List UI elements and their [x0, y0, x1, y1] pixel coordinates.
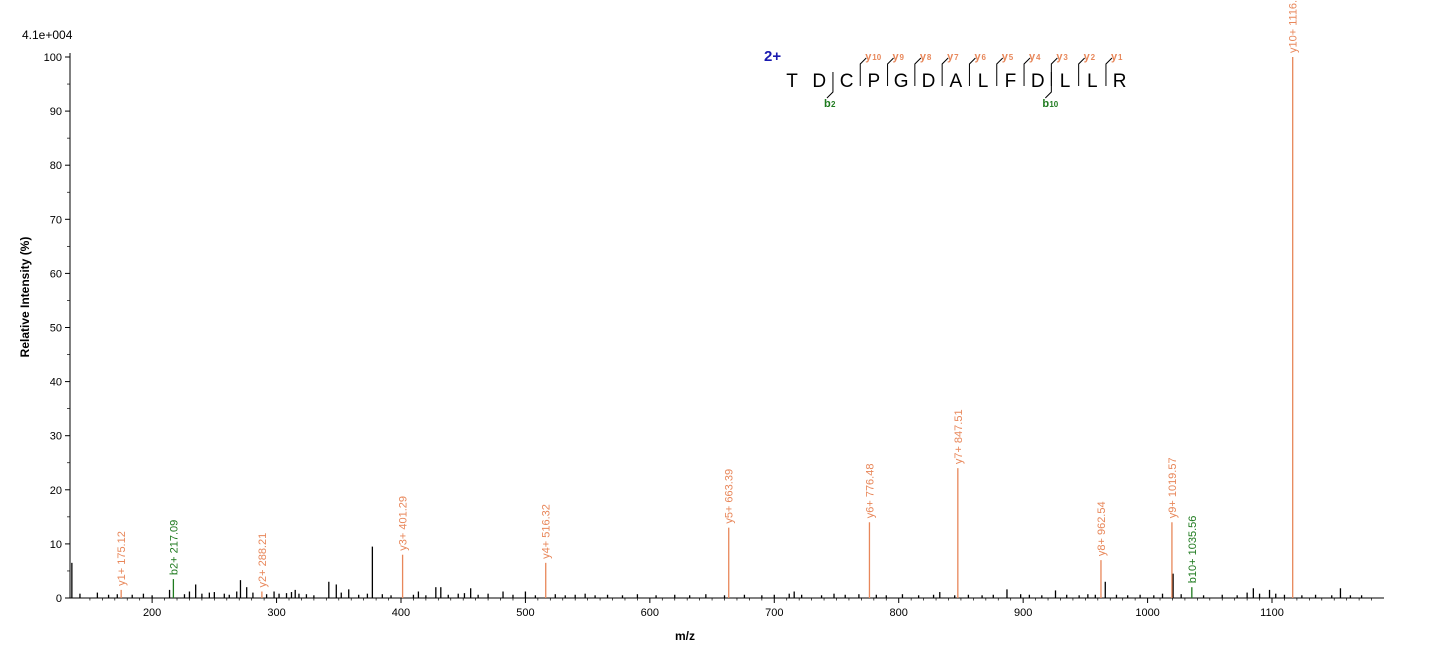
- y-tick-label: 50: [50, 323, 62, 335]
- y-ion-marker-number: 7: [954, 53, 959, 62]
- y-ion-marker-letter: y: [947, 51, 954, 63]
- y-ion-marker-number: 1: [1118, 53, 1123, 62]
- b-ion-bracket: [1044, 72, 1052, 99]
- y-ion-peak-label: y2+ 288.21: [257, 533, 269, 588]
- y-ion-bracket: [914, 57, 922, 86]
- y-ion-marker-number: 8: [927, 53, 932, 62]
- x-tick-label: 200: [143, 607, 161, 619]
- y-ion-marker-number: 2: [1091, 53, 1096, 62]
- sequence-residue: R: [1113, 71, 1127, 92]
- x-tick-label: 900: [1014, 607, 1032, 619]
- sequence-residue: D: [812, 71, 826, 92]
- b-ion-marker-number: 2: [831, 100, 836, 109]
- sequence-residue: P: [868, 71, 881, 92]
- y-ion-marker-number: 4: [1036, 53, 1041, 62]
- peak-labels: y1+ 175.12 b2+ 217.09 y2+ 288.21 y3+ 401.29…: [116, 0, 1300, 588]
- y-ion-peak-label: y7+ 847.51: [953, 409, 965, 464]
- y-ion-peak-label: y10+ 1116.62: [1288, 0, 1300, 53]
- b-ion-peak-label: b10+ 1035.56: [1187, 516, 1199, 584]
- sequence-residue: F: [1005, 71, 1017, 92]
- y-ion-marker-letter: y: [1056, 51, 1063, 63]
- sequence-residue: A: [949, 71, 962, 92]
- y-ion-bracket: [887, 57, 894, 86]
- sequence-residue: D: [1031, 71, 1045, 92]
- y-tick-label: 40: [50, 377, 62, 389]
- sequence-residue: L: [1060, 71, 1071, 92]
- x-tick-label: 700: [765, 607, 783, 619]
- sequence-residue: L: [1087, 71, 1098, 92]
- y-ion-marker-number: 3: [1063, 53, 1068, 62]
- y-ion-marker-number: 9: [900, 53, 905, 62]
- y-ion-bracket: [968, 57, 976, 86]
- intensity-scale-label: 4.1e+004: [22, 28, 73, 42]
- sequence-annotation: 2+ T D C P G D A L F D L L Ry 10 y 9 y 8 y 7 y 6 y 5 y 4 y 3 y 2 y 1b 2 b…: [764, 48, 1126, 110]
- x-tick-label: 1000: [1135, 607, 1159, 619]
- b-ion-marker-letter: b: [1042, 98, 1049, 110]
- charge-state-label: 2+: [764, 48, 781, 65]
- x-tick-label: 800: [890, 607, 908, 619]
- y-ion-marker-letter: y: [1002, 51, 1009, 63]
- y-tick-label: 10: [50, 539, 62, 551]
- x-tick-label: 300: [267, 607, 285, 619]
- y-tick-label: 100: [44, 52, 62, 64]
- y-ion-marker-letter: y: [893, 51, 900, 63]
- y-tick-label: 80: [50, 160, 62, 172]
- y-ion-marker-letter: y: [865, 51, 872, 63]
- y-tick-label: 20: [50, 485, 62, 497]
- y-tick-label: 30: [50, 431, 62, 443]
- x-tick-label: 600: [641, 607, 659, 619]
- y-ion-peak-label: y3+ 401.29: [398, 496, 410, 551]
- y-tick-label: 0: [56, 593, 62, 605]
- y-ion-bracket: [1023, 57, 1031, 86]
- x-tick-label: 400: [392, 607, 410, 619]
- y-ion-bracket: [941, 57, 949, 86]
- y-ion-bracket: [996, 57, 1004, 86]
- y-ion-marker-letter: y: [1084, 51, 1091, 63]
- x-tick-label: 500: [516, 607, 534, 619]
- y-ion-peak-label: y8+ 962.54: [1096, 501, 1108, 556]
- y-tick-label: 60: [50, 268, 62, 280]
- x-axis-title: m/z: [675, 629, 695, 643]
- x-tick-label: 1100: [1260, 607, 1284, 619]
- y-ion-marker-number: 6: [981, 53, 986, 62]
- y-ion-peak-label: y4+ 516.32: [541, 504, 553, 559]
- y-ion-peak-label: y5+ 663.39: [724, 469, 736, 524]
- y-ion-marker-number: 5: [1009, 53, 1014, 62]
- y-ion-peak-label: y6+ 776.48: [864, 464, 876, 519]
- y-ion-bracket: [1078, 57, 1086, 86]
- axes: 200 300 400 500 600 700 800 900 1000 110001020304…: [44, 52, 1384, 619]
- b-ion-peak-label: b2+ 217.09: [168, 520, 180, 575]
- b-ion-marker-letter: b: [824, 98, 831, 110]
- b-ion-bracket: [826, 72, 834, 99]
- y-axis-title: Relative Intensity (%): [18, 237, 32, 358]
- sequence-residue: L: [978, 71, 989, 92]
- peaks: [71, 57, 1363, 598]
- y-ion-marker-letter: y: [1029, 51, 1036, 63]
- y-ion-marker-letter: y: [974, 51, 981, 63]
- y-ion-marker-letter: y: [1111, 51, 1118, 63]
- sequence-residue: D: [922, 71, 936, 92]
- sequence-residue: G: [894, 71, 909, 92]
- y-ion-marker-number: 10: [872, 53, 881, 62]
- sequence-residue: C: [840, 71, 854, 92]
- y-tick-label: 70: [50, 214, 62, 226]
- y-tick-label: 90: [50, 106, 62, 118]
- y-ion-marker-letter: y: [920, 51, 927, 63]
- y-ion-bracket: [859, 57, 867, 86]
- y-ion-bracket: [1105, 57, 1113, 86]
- b-ion-marker-number: 10: [1049, 100, 1058, 109]
- y-ion-peak-label: y1+ 175.12: [116, 531, 128, 586]
- sequence-residue: T: [786, 71, 798, 92]
- y-ion-peak-label: y9+ 1019.57: [1167, 457, 1179, 518]
